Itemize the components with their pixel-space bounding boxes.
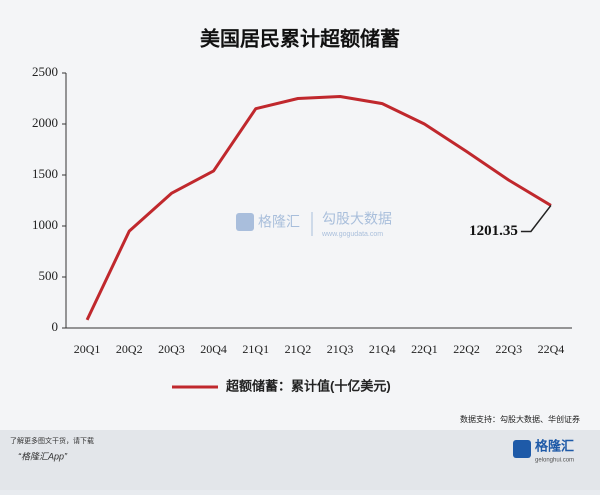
source-note: 数据支持：勾股大数据、华创证券: [460, 414, 580, 424]
watermark-url: www.gogudata.com: [321, 231, 383, 238]
y-tick-label: 1500: [32, 166, 58, 181]
watermark-icon: [236, 213, 254, 231]
x-tick-label: 22Q1: [411, 342, 438, 356]
legend-label: 超额储蓄：累计值(十亿美元): [226, 378, 391, 393]
y-tick-label: 2500: [32, 64, 58, 79]
watermark-brand: 格隆汇: [258, 214, 300, 230]
x-tick-label: 21Q2: [285, 342, 312, 356]
x-tick-label: 21Q1: [242, 342, 269, 356]
value-label: 1201.35: [469, 223, 518, 239]
footer-panel: [0, 430, 600, 490]
x-tick-label: 21Q3: [327, 342, 354, 356]
x-tick-label: 20Q3: [158, 342, 185, 356]
y-tick-label: 500: [39, 268, 59, 283]
watermark: 格隆汇 勾股大数据 www.gogudata.com: [236, 211, 392, 238]
footer-logo-url: gelonghui.com: [535, 458, 574, 464]
footer-text: 了解更多图文干货，请下载: [10, 436, 94, 445]
x-tick-label: 20Q1: [74, 342, 101, 356]
footer-app: “格隆汇App”: [18, 451, 68, 461]
x-tick-label: 22Q4: [538, 342, 565, 356]
y-tick-label: 2000: [32, 115, 58, 130]
x-tick-label: 22Q3: [495, 342, 522, 356]
chart-title: 美国居民累计超额储蓄: [200, 26, 400, 50]
footer-logo-icon: [513, 440, 531, 458]
footer-logo: 格隆汇: [535, 438, 574, 453]
y-tick-label: 0: [52, 319, 59, 334]
x-tick-label: 20Q4: [200, 342, 227, 356]
y-tick-label: 1000: [32, 217, 58, 232]
x-tick-label: 20Q2: [116, 342, 143, 356]
x-tick-label: 22Q2: [453, 342, 480, 356]
x-tick-label: 21Q4: [369, 342, 396, 356]
watermark-partner: 勾股大数据: [322, 211, 392, 227]
chart-panel: [0, 0, 600, 430]
line-series: [85, 94, 552, 321]
label-leader: [520, 205, 552, 233]
